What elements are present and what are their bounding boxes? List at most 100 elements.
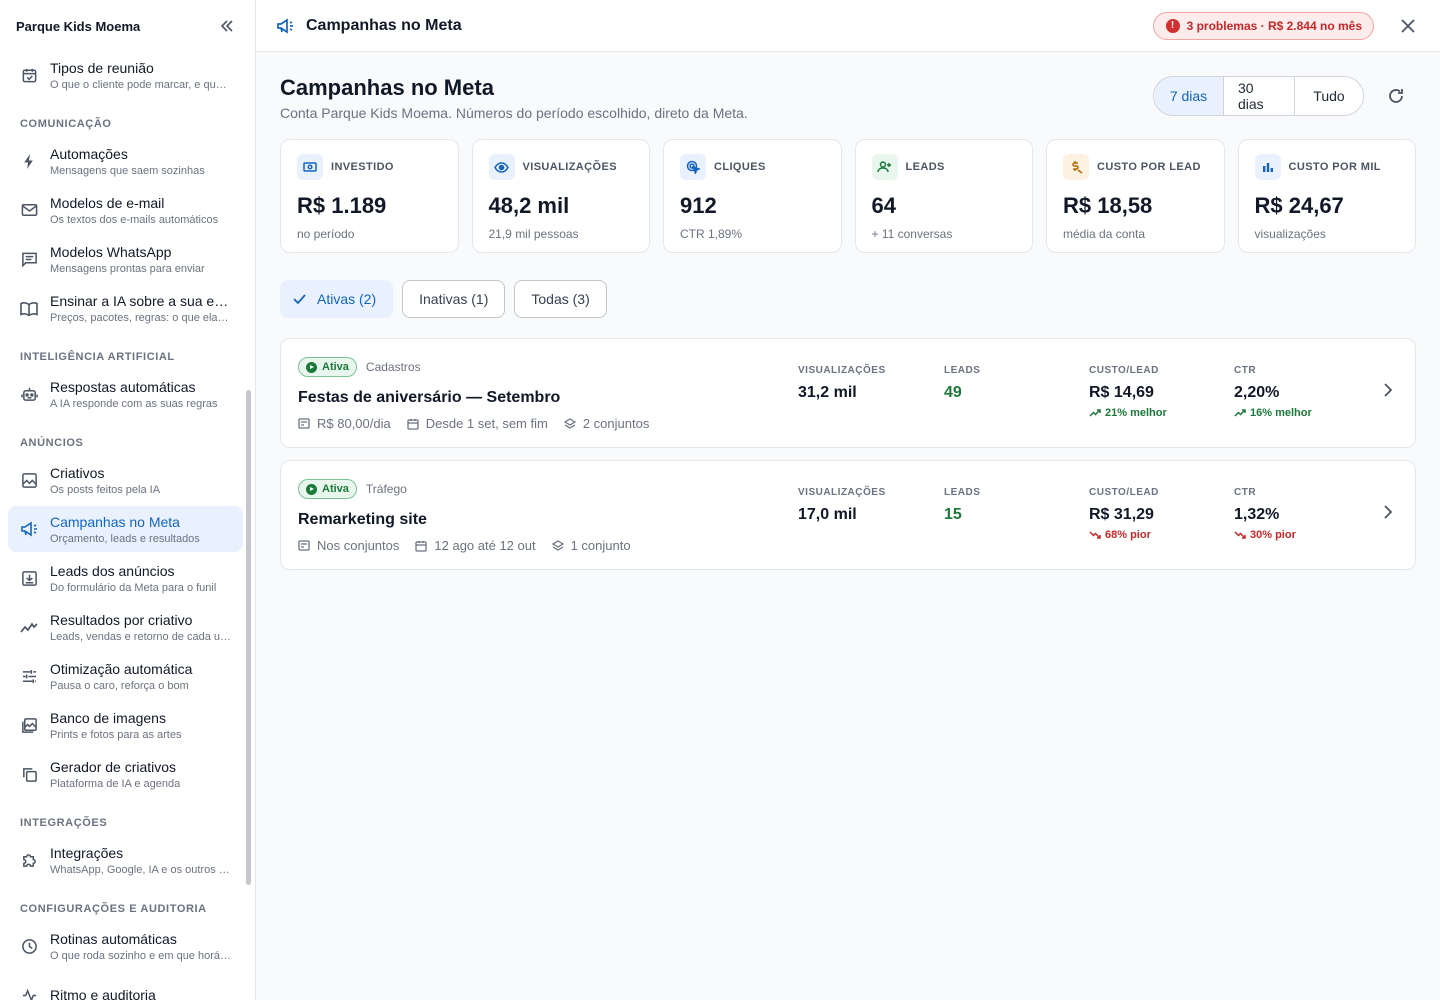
chevron-right-icon[interactable] <box>1383 504 1399 520</box>
sidebar-item-otimizacao[interactable]: Otimização automática Pausa o caro, refo… <box>8 653 243 699</box>
period-30-dias-button[interactable]: 30 dias <box>1223 77 1294 115</box>
metric-label: CUSTO/LEAD <box>1089 365 1159 376</box>
kpi-label: INVESTIDO <box>331 161 394 173</box>
metric-delta-label: 30% pior <box>1250 529 1296 541</box>
sidebar-item-rotinas[interactable]: Rotinas automáticas O que roda sozinho e… <box>8 923 243 969</box>
sidebar-item-gerador-criativos[interactable]: Gerador de criativos Plataforma de IA e … <box>8 751 243 797</box>
campaign-name: Remarketing site <box>298 511 427 528</box>
trending-up-icon <box>1234 409 1246 417</box>
section-label-comunicacao: COMUNICAÇÃO <box>20 118 112 130</box>
photo-library-icon <box>20 716 38 734</box>
error-icon: ! <box>1165 18 1180 33</box>
metric-ctr: CTR 1,32% 30% pior <box>1234 487 1296 541</box>
status-badge: Ativa <box>298 357 357 377</box>
sidebar-item-respostas-automaticas[interactable]: Respostas automáticas A IA responde com … <box>8 371 243 417</box>
sidebar-item-leads-anuncios[interactable]: Leads dos anúncios Do formulário da Meta… <box>8 555 243 601</box>
kpi-sub: no período <box>297 227 355 241</box>
sidebar-item-title: Modelos de e-mail <box>50 194 165 211</box>
close-icon[interactable] <box>1396 14 1420 38</box>
sidebar-item-title: Rotinas automáticas <box>50 930 177 947</box>
collapse-sidebar-icon[interactable] <box>215 14 239 38</box>
campaign-card[interactable]: Ativa Tráfego Remarketing site Nos conju… <box>280 460 1416 570</box>
sidebar-item-title: Tipos de reunião <box>50 59 154 76</box>
calendar-icon <box>415 539 428 552</box>
megaphone-icon <box>20 520 38 538</box>
metric-label: LEADS <box>944 487 981 498</box>
sidebar-item-criativos[interactable]: Criativos Os posts feitos pela IA <box>8 457 243 503</box>
metric-delta: 21% melhor <box>1089 407 1167 419</box>
metric-delta: 30% pior <box>1234 529 1296 541</box>
clock-icon <box>20 937 38 955</box>
status-badge-label: Ativa <box>322 361 349 373</box>
sidebar-item-ensinar-ia[interactable]: Ensinar a IA sobre a sua em… Preços, pac… <box>8 285 243 331</box>
campaign-card[interactable]: Ativa Cadastros Festas de aniversário — … <box>280 338 1416 448</box>
period-selector: 7 dias 30 dias Tudo <box>1153 76 1364 116</box>
campaign-period: 12 ago até 12 out <box>434 538 536 553</box>
sidebar-item-ritmo-auditoria[interactable]: Ritmo e auditoria <box>8 972 243 1000</box>
sidebar-item-tipos-de-reuniao[interactable]: Tipos de reunião O que o cliente pode ma… <box>8 52 243 98</box>
sidebar-item-title: Gerador de criativos <box>50 758 177 775</box>
filter-ativas-chip[interactable]: Ativas (2) <box>280 280 394 318</box>
metric-label: LEADS <box>944 365 981 376</box>
chevron-right-icon[interactable] <box>1383 382 1399 398</box>
metric-value: 31,2 mil <box>798 384 857 401</box>
sidebar-item-automacoes[interactable]: Automações Mensagens que saem sozinhas <box>8 138 243 184</box>
refresh-icon[interactable] <box>1376 76 1416 116</box>
page-title: Campanhas no Meta <box>280 75 494 100</box>
sidebar-item-modelos-whatsapp[interactable]: Modelos WhatsApp Mensagens prontas para … <box>8 236 243 282</box>
sidebar-scrollbar[interactable] <box>246 390 251 885</box>
layers-icon <box>563 417 577 430</box>
cursor-click-icon <box>680 154 706 180</box>
kpi-cards: INVESTIDO R$ 1.189 no período VISUALIZAÇ… <box>280 139 1416 253</box>
robot-icon <box>20 385 38 403</box>
problems-badge[interactable]: ! 3 problemas · R$ 2.844 no mês <box>1152 11 1374 40</box>
kpi-value: 912 <box>680 193 717 218</box>
metric-label: CTR <box>1234 365 1257 376</box>
sidebar-item-subtitle: WhatsApp, Google, IA e os outros … <box>50 863 230 876</box>
kpi-sub: CTR 1,89% <box>680 227 743 241</box>
sidebar-item-title: Modelos WhatsApp <box>50 243 172 260</box>
sidebar-item-subtitle: O que o cliente pode marcar, e qu… <box>50 78 227 91</box>
sidebar-item-subtitle: Prints e fotos para as artes <box>50 728 182 741</box>
play-circle-icon <box>306 361 317 373</box>
sidebar-item-modelos-email[interactable]: Modelos de e-mail Os textos dos e-mails … <box>8 187 243 233</box>
status-badge: Ativa <box>298 479 357 499</box>
period-7-dias-button[interactable]: 7 dias <box>1154 77 1223 115</box>
metric-views: VISUALIZAÇÕES 31,2 mil <box>798 365 886 402</box>
kpi-leads: LEADS 64 + 11 conversas <box>854 139 1033 253</box>
kpi-value: R$ 18,58 <box>1063 193 1153 218</box>
metric-cost-per-lead: CUSTO/LEAD R$ 14,69 21% melhor <box>1089 365 1167 419</box>
period-tudo-button[interactable]: Tudo <box>1294 77 1363 115</box>
campaign-sets: 1 conjunto <box>570 538 631 553</box>
kpi-sub: visualizações <box>1254 227 1326 241</box>
sidebar-item-subtitle: Preços, pacotes, regras: o que ela … <box>50 311 231 324</box>
sidebar-item-subtitle: Mensagens que saem sozinhas <box>50 164 205 177</box>
chat-icon <box>20 250 38 268</box>
audit-icon <box>20 986 38 1000</box>
sidebar-item-banco-imagens[interactable]: Banco de imagens Prints e fotos para as … <box>8 702 243 748</box>
metric-leads: LEADS 15 <box>944 487 980 524</box>
book-icon <box>20 299 38 317</box>
bolt-icon <box>20 152 38 170</box>
price-icon <box>1063 154 1089 180</box>
metric-delta-label: 16% melhor <box>1250 407 1312 419</box>
sidebar-item-integracoes[interactable]: Integrações WhatsApp, Google, IA e os ou… <box>8 837 243 883</box>
mail-icon <box>20 201 38 219</box>
sidebar-item-title: Leads dos anúncios <box>50 562 175 579</box>
calendar-check-icon <box>20 66 38 84</box>
metric-cost-per-lead: CUSTO/LEAD R$ 31,29 68% pior <box>1089 487 1159 541</box>
brand-name: Parque Kids Moema <box>16 18 141 34</box>
metric-label: CTR <box>1234 487 1257 498</box>
filter-todas-chip[interactable]: Todas (3) <box>514 280 607 318</box>
metric-value: R$ 14,69 <box>1089 384 1154 401</box>
sidebar-item-title: Banco de imagens <box>50 709 166 726</box>
campaign-objective: Tráfego <box>365 482 407 496</box>
sidebar: Parque Kids Moema Tipos de reunião O que… <box>0 0 256 1000</box>
kpi-custo-por-lead: CUSTO POR LEAD R$ 18,58 média da conta <box>1046 139 1225 253</box>
filter-inativas-chip[interactable]: Inativas (1) <box>402 280 506 318</box>
sidebar-item-title: Integrações <box>50 844 124 861</box>
metric-delta-label: 68% pior <box>1105 529 1151 541</box>
sidebar-item-resultados-criativo[interactable]: Resultados por criativo Leads, vendas e … <box>8 604 243 650</box>
sidebar-item-subtitle: Do formulário da Meta para o funil <box>50 581 217 594</box>
sidebar-item-campanhas-meta[interactable]: Campanhas no Meta Orçamento, leads e res… <box>8 506 243 552</box>
